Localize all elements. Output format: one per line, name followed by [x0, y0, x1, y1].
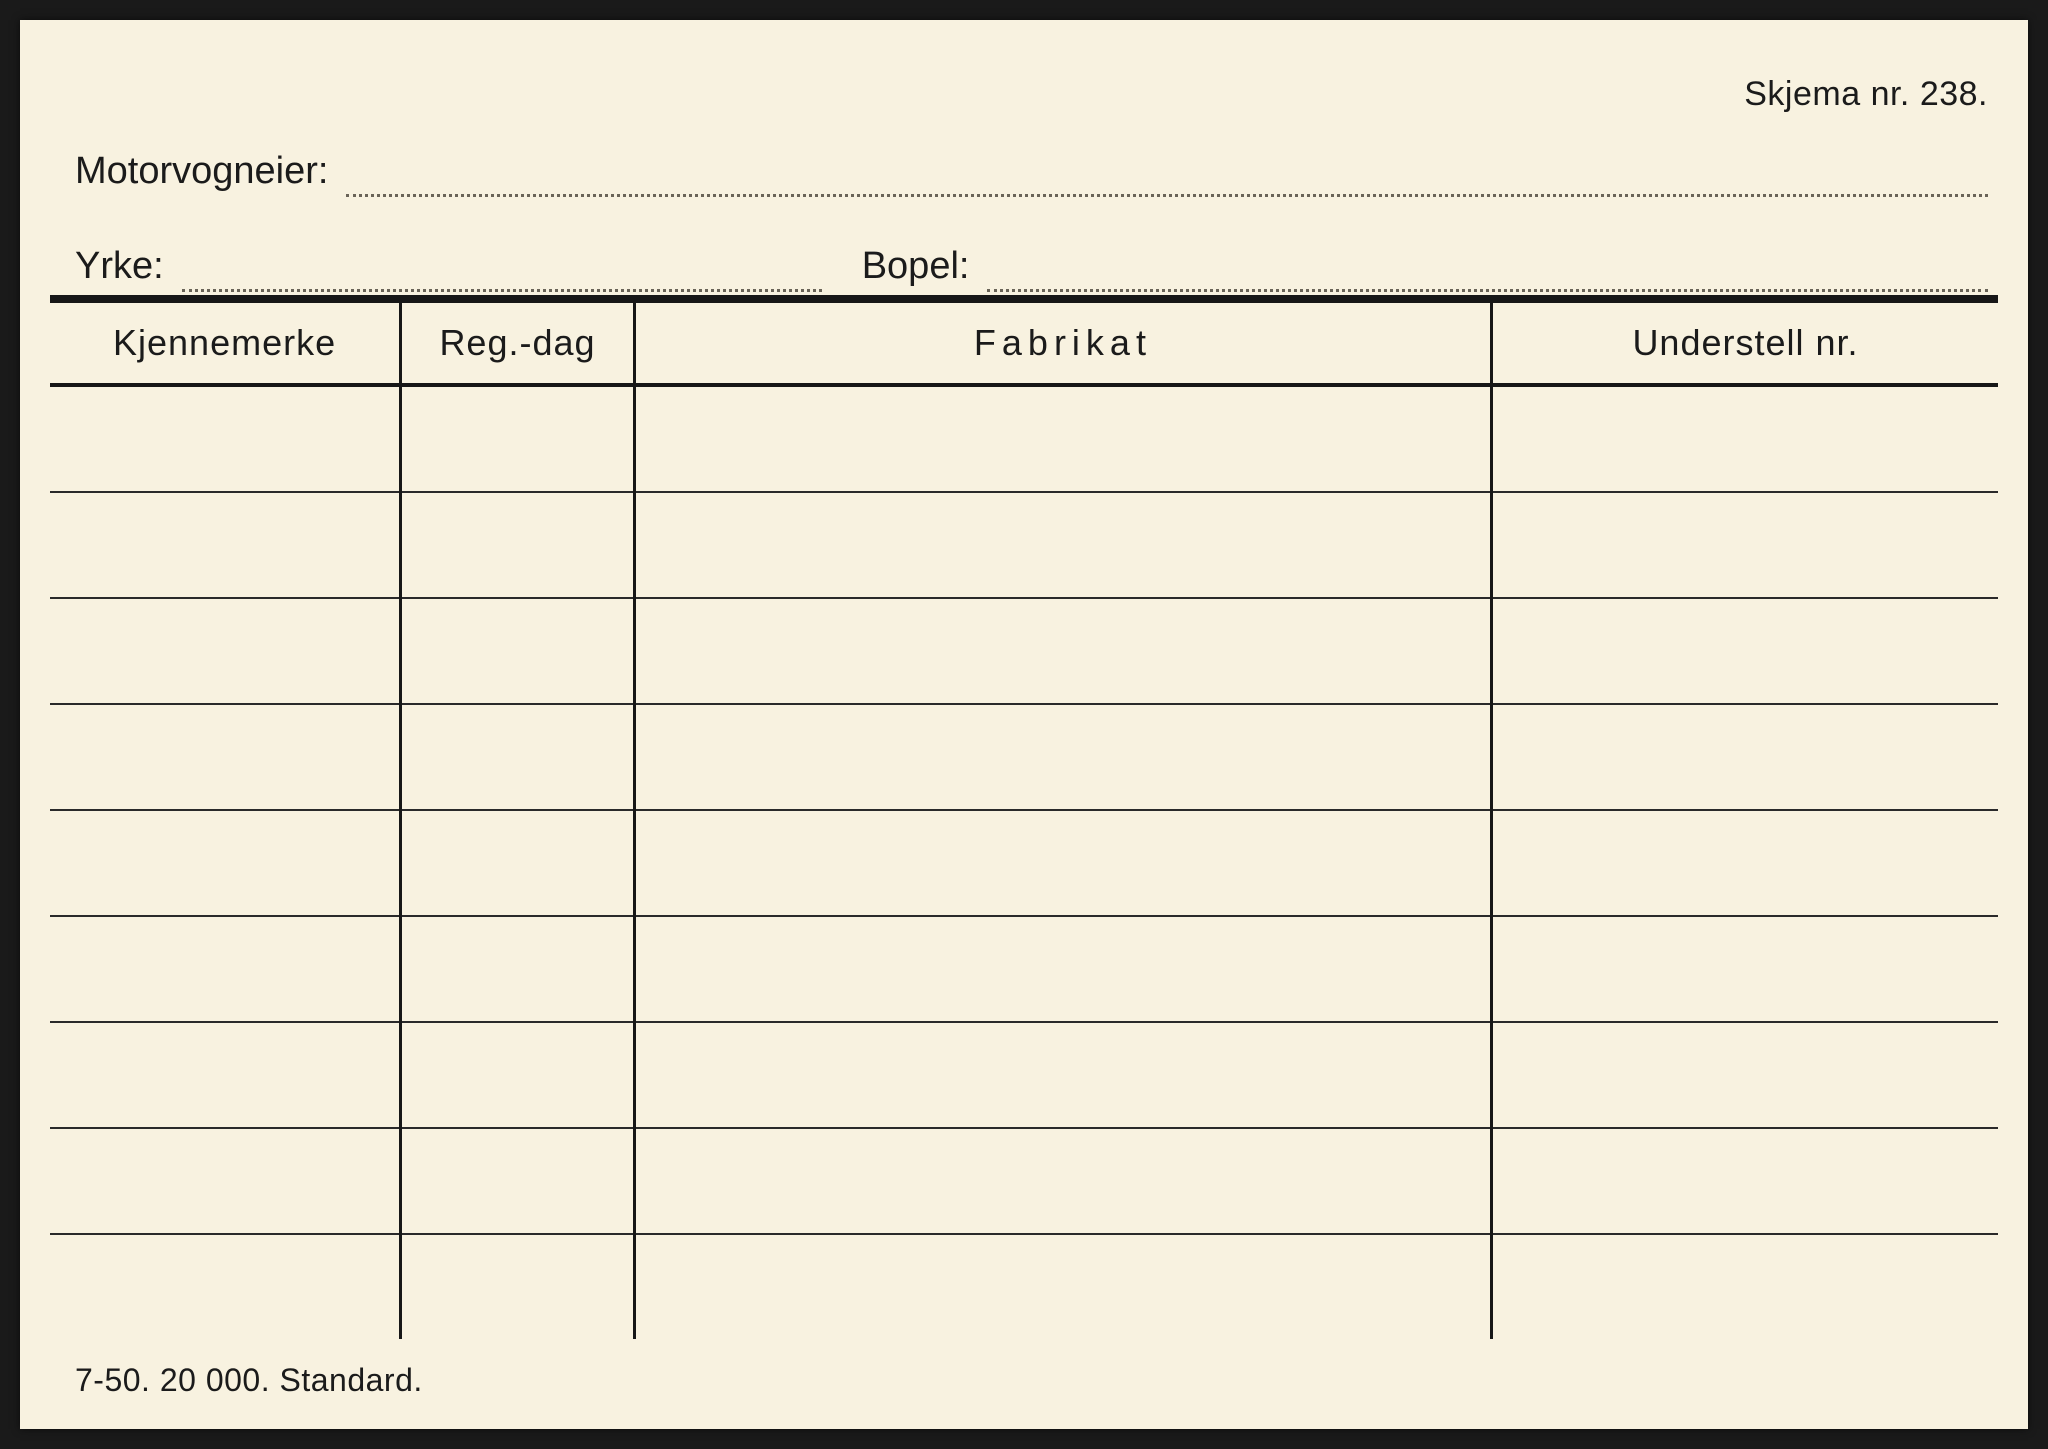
cell-understell: [1492, 1022, 1999, 1128]
cell-kjennemerke: [50, 916, 401, 1022]
registration-card: Skjema nr. 238. Motorvogneier: Yrke: Bop…: [20, 20, 2028, 1429]
table-row: [50, 810, 1998, 916]
cell-fabrikat: [634, 598, 1491, 704]
cell-understell: [1492, 1234, 1999, 1339]
table-row: [50, 1128, 1998, 1234]
cell-reg_dag: [401, 385, 635, 492]
cell-understell: [1492, 598, 1999, 704]
cell-fabrikat: [634, 704, 1491, 810]
cell-reg_dag: [401, 598, 635, 704]
cell-fabrikat: [634, 1022, 1491, 1128]
cell-fabrikat: [634, 1234, 1491, 1339]
cell-fabrikat: [634, 492, 1491, 598]
owner-value: [346, 160, 1988, 197]
residence-value: [987, 255, 1988, 292]
cell-understell: [1492, 1128, 1999, 1234]
cell-reg_dag: [401, 704, 635, 810]
cell-kjennemerke: [50, 1234, 401, 1339]
cell-kjennemerke: [50, 1128, 401, 1234]
cell-understell: [1492, 916, 1999, 1022]
cell-kjennemerke: [50, 810, 401, 916]
cell-understell: [1492, 492, 1999, 598]
residence-label: Bopel:: [862, 245, 970, 292]
cell-kjennemerke: [50, 1022, 401, 1128]
owner-row: Motorvogneier:: [75, 150, 1988, 197]
cell-fabrikat: [634, 810, 1491, 916]
table-body: [50, 385, 1998, 1339]
col-header-reg_dag: Reg.-dag: [401, 299, 635, 385]
cell-kjennemerke: [50, 492, 401, 598]
table-container: KjennemerkeReg.-dagFabrikatUnderstell nr…: [50, 295, 1998, 1399]
table-row: [50, 1022, 1998, 1128]
cell-reg_dag: [401, 492, 635, 598]
cell-understell: [1492, 704, 1999, 810]
occupation-residence-row: Yrke: Bopel:: [75, 245, 1988, 292]
col-header-understell: Understell nr.: [1492, 299, 1999, 385]
cell-kjennemerke: [50, 598, 401, 704]
owner-label: Motorvogneier:: [75, 150, 328, 197]
table-row: [50, 385, 1998, 492]
cell-understell: [1492, 810, 1999, 916]
occupation-value: [182, 255, 822, 292]
cell-reg_dag: [401, 1022, 635, 1128]
table-row: [50, 704, 1998, 810]
cell-kjennemerke: [50, 704, 401, 810]
cell-reg_dag: [401, 810, 635, 916]
cell-fabrikat: [634, 916, 1491, 1022]
cell-understell: [1492, 385, 1999, 492]
cell-reg_dag: [401, 916, 635, 1022]
table-head: KjennemerkeReg.-dagFabrikatUnderstell nr…: [50, 299, 1998, 385]
table-row: [50, 916, 1998, 1022]
table-row: [50, 492, 1998, 598]
occupation-label: Yrke:: [75, 245, 164, 292]
table-row: [50, 1234, 1998, 1339]
cell-fabrikat: [634, 385, 1491, 492]
cell-reg_dag: [401, 1234, 635, 1339]
cell-fabrikat: [634, 1128, 1491, 1234]
cell-kjennemerke: [50, 385, 401, 492]
table-row: [50, 598, 1998, 704]
col-header-kjennemerke: Kjennemerke: [50, 299, 401, 385]
print-mark: 7-50. 20 000. Standard.: [75, 1362, 423, 1399]
col-header-fabrikat: Fabrikat: [634, 299, 1491, 385]
registration-table: KjennemerkeReg.-dagFabrikatUnderstell nr…: [50, 295, 1998, 1339]
form-number: Skjema nr. 238.: [1744, 75, 1988, 114]
cell-reg_dag: [401, 1128, 635, 1234]
table-header-row: KjennemerkeReg.-dagFabrikatUnderstell nr…: [50, 299, 1998, 385]
